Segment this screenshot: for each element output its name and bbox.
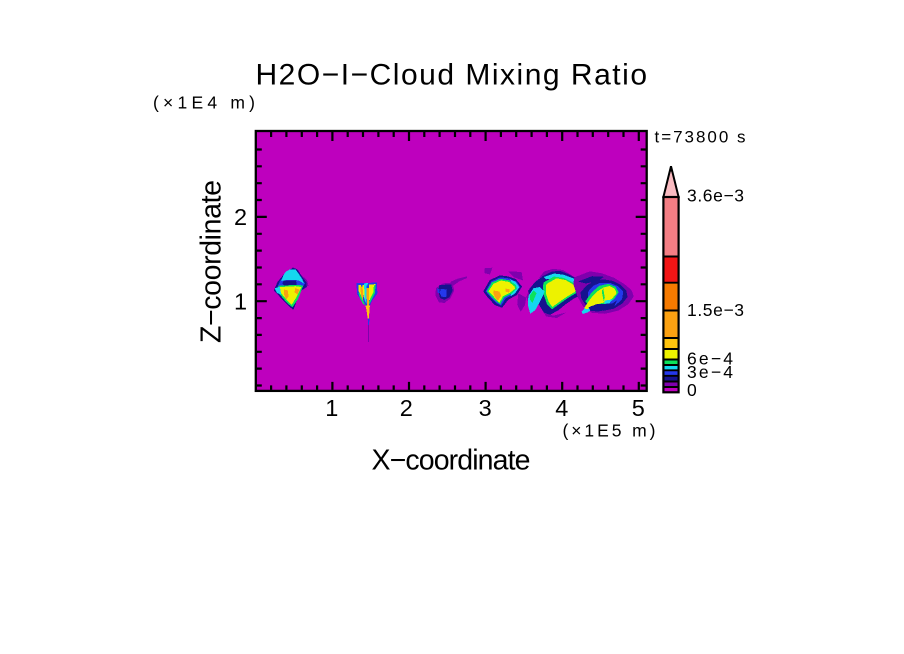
svg-text:1: 1 — [234, 289, 247, 315]
svg-text:0: 0 — [687, 380, 697, 400]
svg-text:1: 1 — [325, 395, 338, 421]
svg-text:2: 2 — [400, 395, 413, 421]
svg-text:Z−coordinate: Z−coordinate — [196, 180, 228, 343]
svg-text:5: 5 — [632, 395, 645, 421]
svg-text:3: 3 — [479, 395, 492, 421]
svg-text:2: 2 — [234, 204, 247, 230]
svg-text:X−coordinate: X−coordinate — [372, 445, 531, 477]
svg-text:t=73800 s: t=73800 s — [655, 128, 746, 147]
svg-text:3.6e−3: 3.6e−3 — [687, 186, 744, 206]
svg-text:1.5e−3: 1.5e−3 — [687, 300, 744, 320]
svg-text:4: 4 — [555, 395, 568, 421]
svg-text:3e−4: 3e−4 — [687, 362, 733, 382]
svg-text:H2O−I−Cloud Mixing Ratio: H2O−I−Cloud Mixing Ratio — [256, 59, 648, 92]
